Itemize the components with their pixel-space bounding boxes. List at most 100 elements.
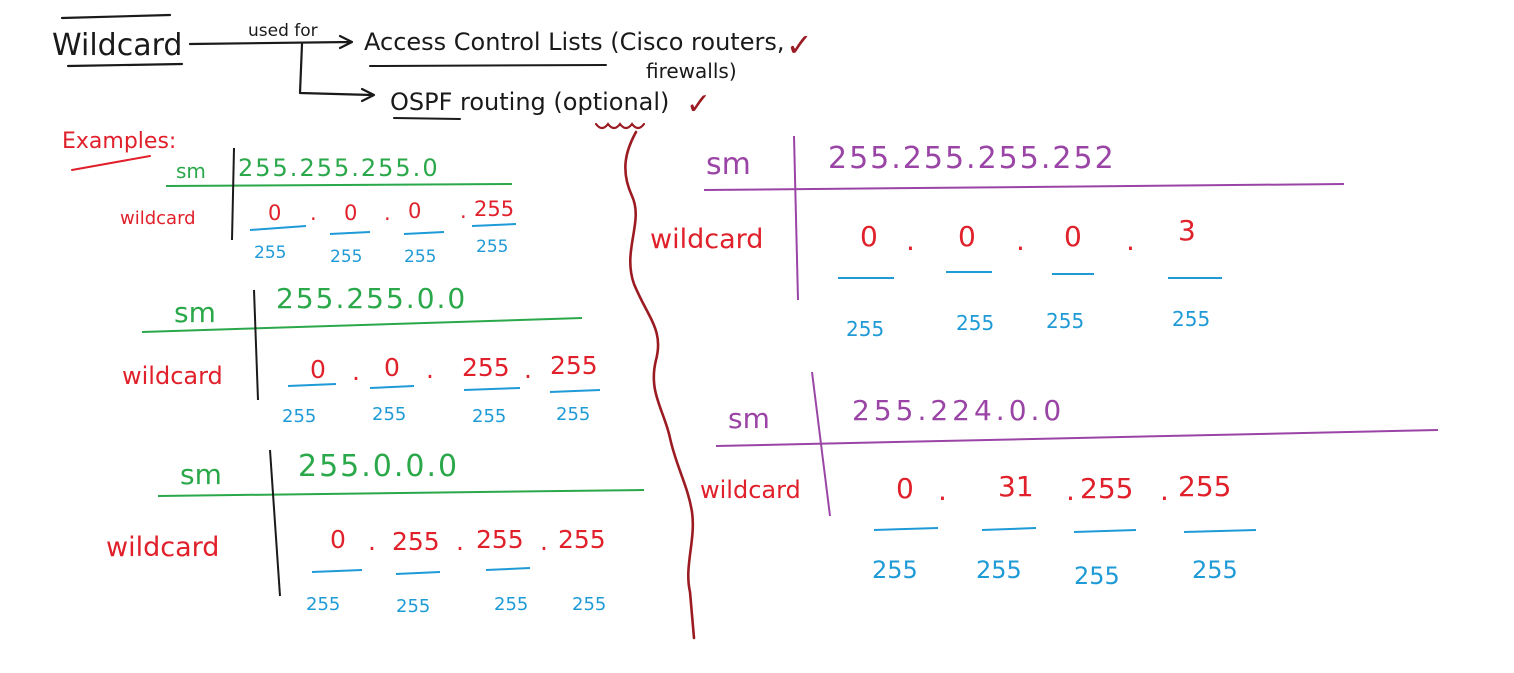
octet-dot: . <box>460 199 467 223</box>
wildcard-label: wildcard <box>650 224 763 255</box>
example-block-5: sm 255.224.0.0 wildcard 0 . 31 . 255 . 2… <box>700 371 1439 590</box>
header: Wildcard used for Access Control Lists (… <box>52 13 813 130</box>
wildcard-octet: 0 <box>268 201 281 225</box>
table-vertical-rule <box>269 449 281 597</box>
octet-base: 255 <box>330 247 362 267</box>
fraction-bar <box>403 231 445 235</box>
wildcard-octet: 0 <box>344 201 357 225</box>
table-vertical-rule <box>793 135 799 301</box>
octet-base: 255 <box>472 406 506 427</box>
check-ospf: ✓ <box>686 87 711 122</box>
wildcard-octet: 31 <box>998 470 1034 503</box>
wildcard-octet: 255 <box>462 353 510 382</box>
octet-base: 255 <box>556 404 590 425</box>
wildcard-octet: 255 <box>1080 472 1133 505</box>
example-block-3: sm 255.0.0.0 wildcard 0 . 255 . 255 . 25… <box>106 449 645 617</box>
fraction-bar <box>287 383 337 387</box>
octet-base: 255 <box>254 243 286 263</box>
use-ospf: OSPF routing (optional) <box>390 88 669 116</box>
subnet-mask: 255.0.0.0 <box>298 449 459 484</box>
fraction-bar <box>329 231 371 235</box>
subnet-mask: 255.255.255.252 <box>828 141 1116 176</box>
octet-base: 255 <box>306 594 340 615</box>
table-horizontal-rule <box>703 183 1345 191</box>
examples-underline <box>71 155 151 171</box>
fraction-bar <box>471 223 517 227</box>
octet-base: 255 <box>976 556 1022 584</box>
octet-base: 255 <box>1172 307 1210 331</box>
octet-dot: . <box>1160 474 1169 507</box>
fraction-bar <box>463 387 521 391</box>
octet-dot: . <box>352 357 360 386</box>
wildcard-octet: 0 <box>958 220 976 253</box>
optional-squiggle <box>594 122 646 130</box>
check-acl: ✓ <box>786 26 813 64</box>
ospf-underline <box>393 117 461 120</box>
example-block-1: sm 255.255.255.0 wildcard 0 . 0 . 0 . 25… <box>120 147 517 267</box>
octet-base: 255 <box>956 311 994 335</box>
wildcard-label: wildcard <box>122 362 223 390</box>
octet-dot: . <box>524 355 532 384</box>
fraction-bar <box>981 527 1037 531</box>
table-horizontal-rule <box>141 317 583 333</box>
octet-dot: . <box>540 527 548 556</box>
octet-dot: . <box>310 201 317 225</box>
term-wildcard: Wildcard <box>52 28 182 63</box>
table-vertical-rule <box>811 371 831 517</box>
wildcard-label: wildcard <box>700 476 801 504</box>
fraction-bar <box>1183 529 1257 533</box>
sm-label: sm <box>180 458 222 491</box>
octet-base: 255 <box>494 594 528 615</box>
octet-dot: . <box>456 527 464 556</box>
octet-base: 255 <box>572 594 606 615</box>
octet-base: 255 <box>846 317 884 341</box>
octet-dot: . <box>1066 474 1075 507</box>
term-overline <box>60 13 172 20</box>
divider-wavy-line <box>624 130 696 640</box>
table-vertical-rule <box>253 289 259 401</box>
used-for-label: used for <box>248 21 318 41</box>
octet-base: 255 <box>476 237 508 257</box>
wildcard-octet: 0 <box>330 525 346 554</box>
sm-label: sm <box>728 402 770 435</box>
table-horizontal-rule <box>715 429 1439 447</box>
examples-label: Examples: <box>62 129 176 154</box>
octet-base: 255 <box>282 406 316 427</box>
use-acl-cont: firewalls) <box>646 59 737 83</box>
wildcard-octet: 0 <box>310 355 326 384</box>
octet-base: 255 <box>396 596 430 617</box>
wildcard-octet: 255 <box>1178 470 1231 503</box>
fraction-bar <box>485 567 531 571</box>
octet-dot: . <box>938 474 947 507</box>
wildcard-octet: 0 <box>408 199 421 223</box>
octet-base: 255 <box>404 247 436 267</box>
wildcard-octet: 0 <box>896 472 914 505</box>
subnet-mask: 255.255.255.0 <box>238 154 440 182</box>
wildcard-octet: 255 <box>476 525 524 554</box>
octet-base: 255 <box>1046 309 1084 333</box>
arrow-to-acl <box>188 34 354 50</box>
use-acl: Access Control Lists (Cisco routers, <box>364 28 784 56</box>
example-block-2: sm 255.255.0.0 wildcard 0 . 0 . 255 . 25… <box>122 282 601 427</box>
wildcard-octet: 0 <box>384 353 400 382</box>
fraction-bar <box>1073 529 1137 533</box>
octet-dot: . <box>1126 224 1135 257</box>
example-block-4: sm 255.255.255.252 wildcard 0 . 0 . 0 . … <box>650 135 1345 341</box>
octet-base: 255 <box>1074 562 1120 590</box>
octet-base: 255 <box>1192 556 1238 584</box>
wildcard-label: wildcard <box>120 208 196 229</box>
octet-dot: . <box>426 355 434 384</box>
wildcard-octet: 0 <box>860 220 878 253</box>
arrow-to-ospf <box>298 42 376 103</box>
fraction-bar <box>873 527 939 531</box>
wildcard-octet: 255 <box>474 197 514 221</box>
table-horizontal-rule <box>165 183 513 187</box>
sm-label: sm <box>176 159 206 183</box>
sm-label: sm <box>706 147 751 182</box>
subnet-mask: 255.224.0.0 <box>852 394 1065 427</box>
table-vertical-rule <box>231 147 235 241</box>
subnet-mask: 255.255.0.0 <box>276 282 467 315</box>
fraction-bar <box>311 569 363 573</box>
sm-label: sm <box>174 296 216 329</box>
